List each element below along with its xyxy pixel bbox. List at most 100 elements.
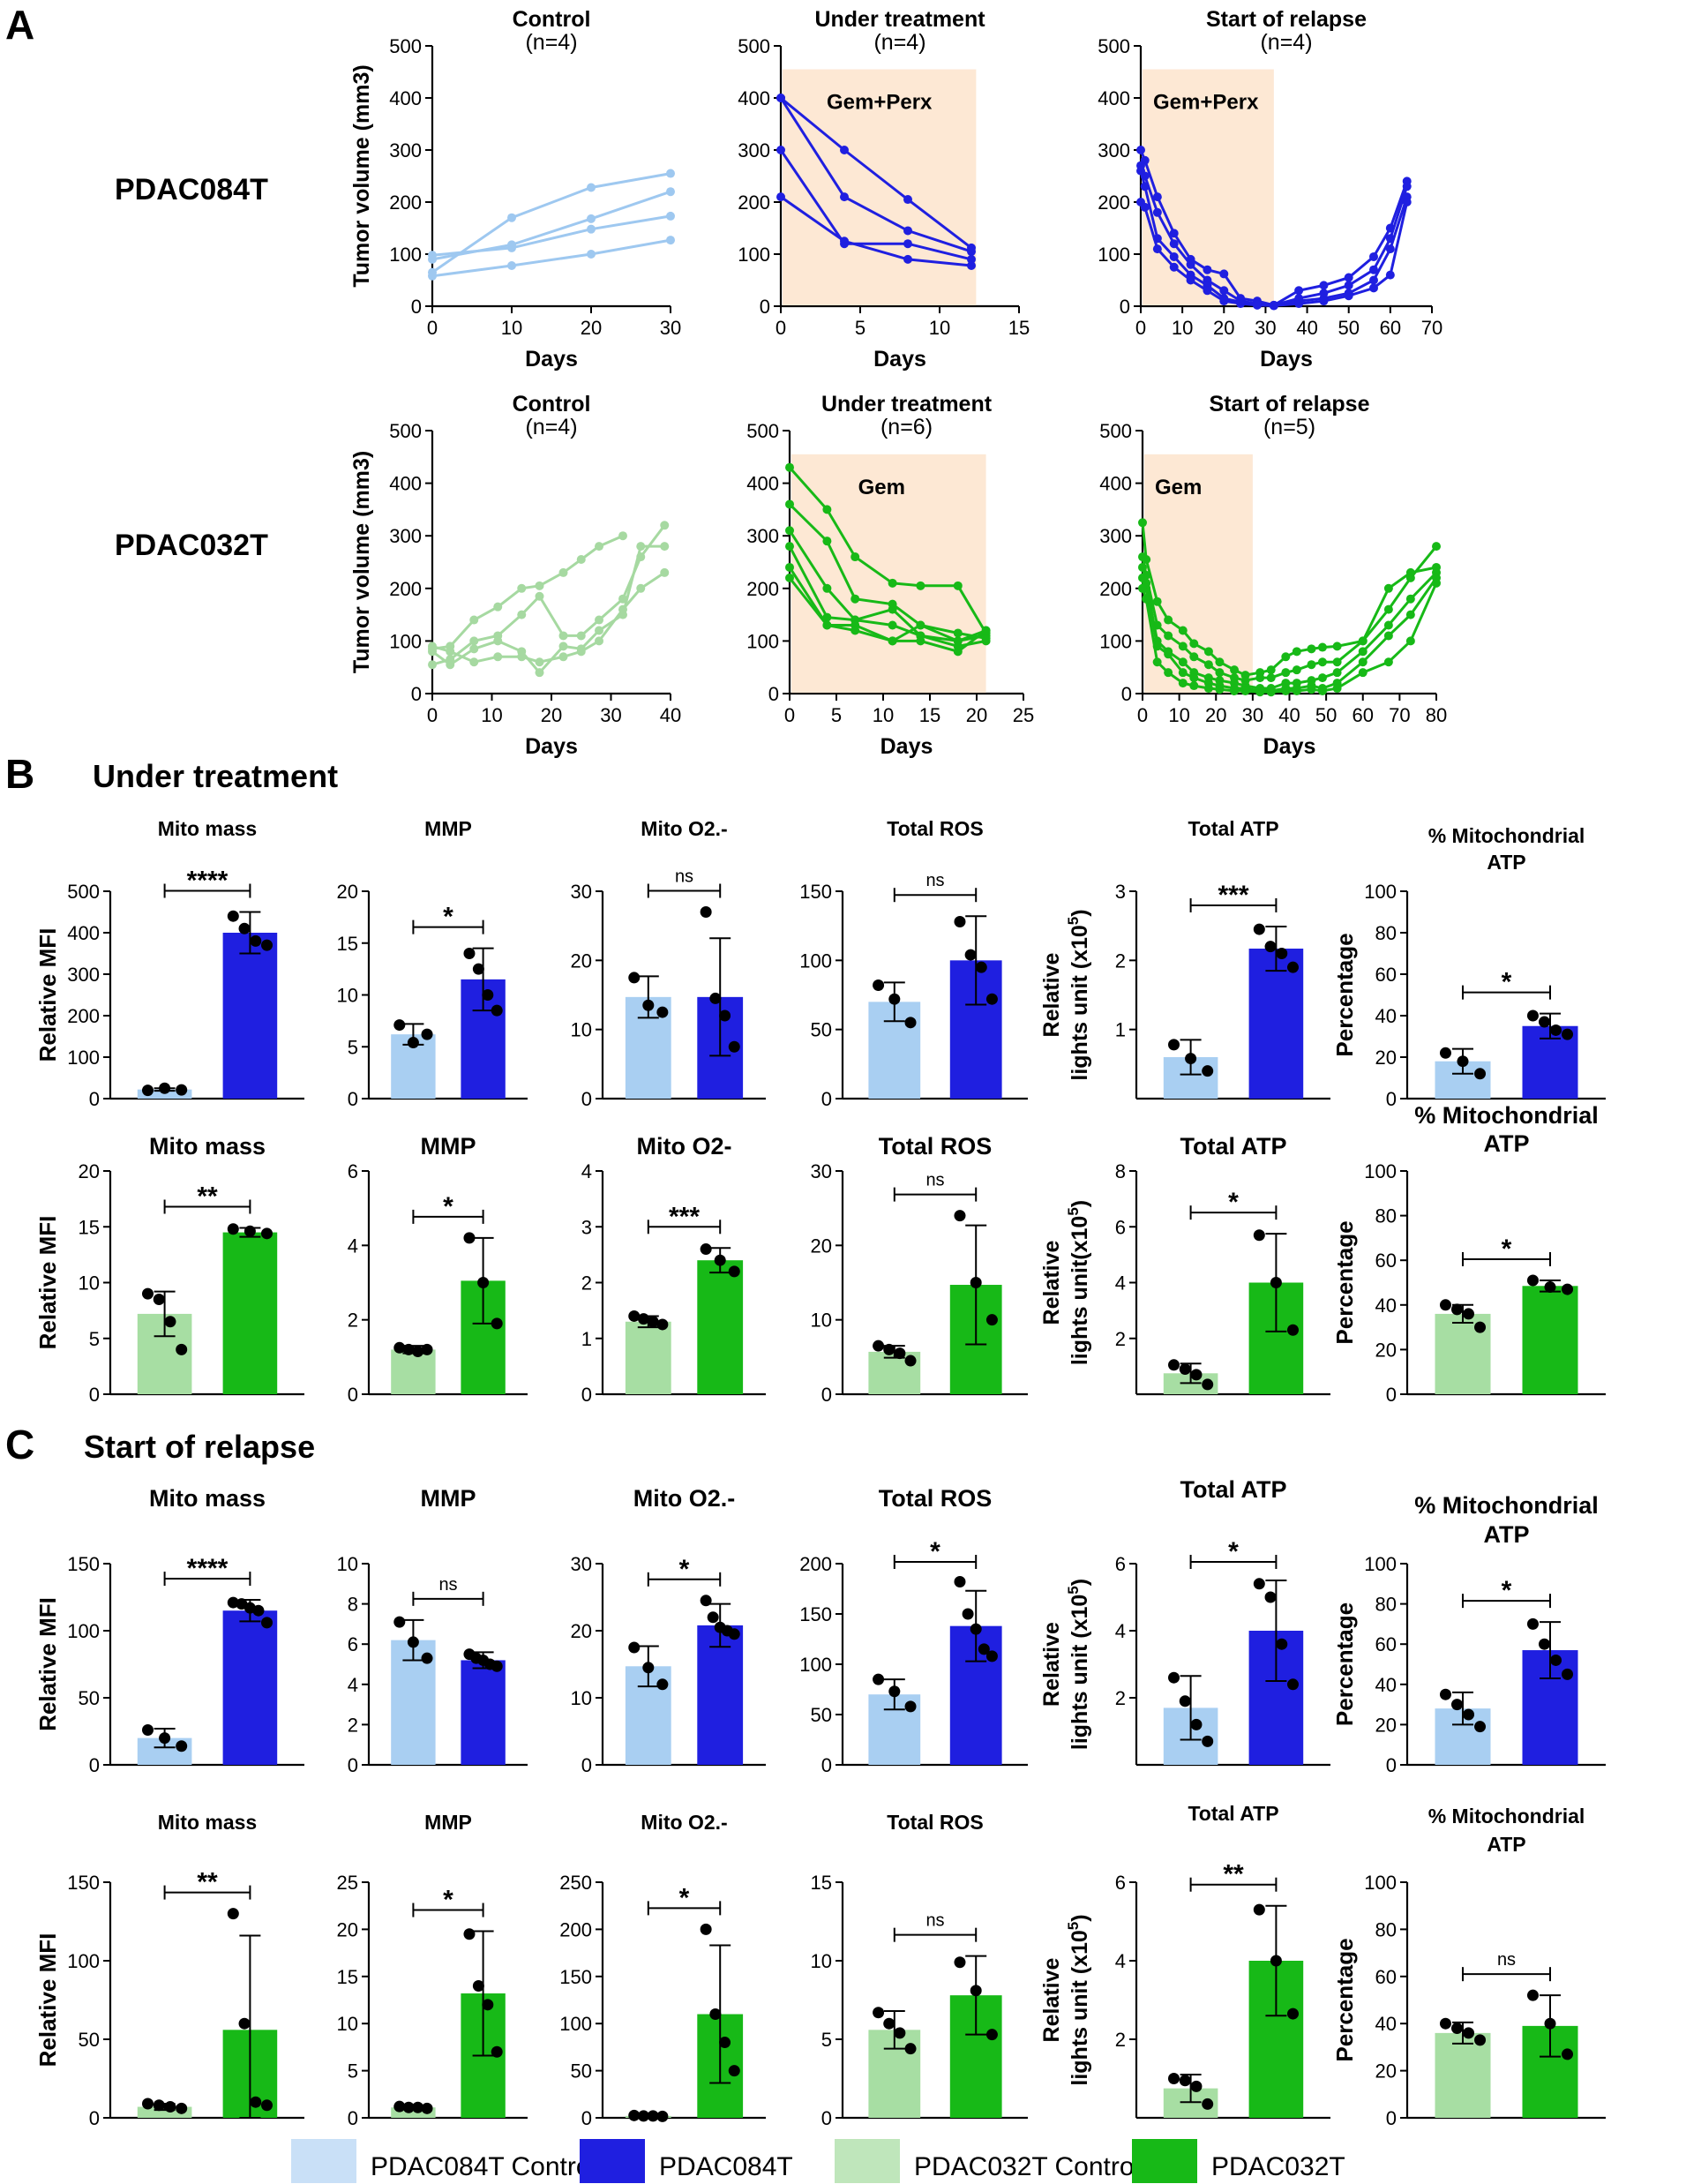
data-point — [153, 2099, 165, 2112]
y-tick-label: 4 — [1115, 1950, 1126, 1972]
legend-swatch — [1132, 2139, 1197, 2183]
series-line-2 — [779, 97, 972, 253]
data-point — [482, 1999, 494, 2011]
data-point — [1264, 1591, 1277, 1603]
series-point — [1307, 685, 1316, 694]
x-tick-label: 30 — [1255, 317, 1276, 339]
y-tick-label: 5 — [89, 1328, 100, 1350]
data-point — [421, 1652, 433, 1664]
data-point — [1253, 923, 1265, 935]
chart-title: MMP — [421, 1485, 476, 1512]
y-tick-label: 500 — [738, 35, 770, 57]
chart-1: 0 100 200 300 400 500 0 10 20 30 Control(n=4) Days T… — [349, 7, 681, 372]
y-tick-label: 80 — [1375, 1594, 1397, 1616]
chart-title: Mito O2.- — [641, 1811, 727, 1834]
y-tick-label: 4 — [1115, 1272, 1126, 1295]
series-point — [1164, 615, 1173, 625]
y-tick-label: 0 — [581, 1088, 592, 1110]
x-tick-label: 0 — [427, 704, 438, 726]
data-point — [1526, 1009, 1539, 1022]
data-point — [421, 1028, 433, 1040]
series-point — [517, 583, 527, 593]
y-tick-label: 300 — [389, 139, 422, 161]
y-tick-label: 0 — [348, 1088, 358, 1110]
chart-23: 2 4 6 * Total ATP Relative lights unit (x105) — [1039, 1476, 1330, 1767]
data-point — [1286, 961, 1299, 973]
y-tick-label: 500 — [1098, 35, 1130, 57]
series-point — [1152, 192, 1162, 202]
data-point — [873, 979, 885, 992]
series-point — [576, 631, 586, 641]
y-tick-label: 100 — [799, 1654, 832, 1676]
row-label-pdac032t: PDAC032T — [115, 529, 268, 562]
series-point — [981, 634, 991, 643]
y-tick-label: 4 — [581, 1160, 592, 1182]
series-point — [1215, 657, 1225, 667]
series-point — [1164, 631, 1173, 641]
y-tick-label: 15 — [811, 1872, 832, 1894]
data-point — [1562, 2048, 1574, 2060]
data-point — [1439, 1299, 1451, 1311]
significance-label: ns — [438, 1575, 457, 1595]
series-point — [517, 610, 527, 619]
y-tick-label: 80 — [1375, 922, 1397, 944]
y-tick-label: 0 — [760, 296, 770, 318]
x-tick-label: 40 — [1296, 317, 1317, 339]
y-tick-label: 0 — [1120, 296, 1130, 318]
data-point — [1474, 1321, 1487, 1333]
y-tick-label: 1 — [1115, 1019, 1126, 1041]
series-point — [660, 567, 670, 577]
y-tick-label: 150 — [559, 1966, 592, 1988]
legend-label: PDAC084T — [659, 2152, 793, 2181]
data-point — [491, 1317, 503, 1330]
y-tick-label: 100 — [746, 630, 779, 652]
series-point — [888, 620, 897, 630]
data-point — [719, 2037, 731, 2049]
x-axis-label: Days — [525, 734, 578, 759]
series-point — [595, 615, 603, 625]
chart-subtitle: (n=5) — [1263, 415, 1315, 439]
data-point — [954, 915, 966, 927]
y-tick-label: 50 — [811, 1704, 832, 1726]
series-point — [888, 578, 897, 588]
significance-label: * — [679, 1883, 690, 1912]
y-axis-label: Tumor volume (mm3) — [349, 64, 374, 287]
chart-title: MMP — [421, 1133, 476, 1160]
data-point — [1463, 2027, 1475, 2039]
y-tick-label: 6 — [1115, 1216, 1126, 1238]
series-point — [507, 243, 516, 252]
chart-3: 0 100 200 300 400 500 Gem+Perx 0 10 20 30 40 50 60 70 S… — [1098, 7, 1442, 372]
series-point — [535, 581, 544, 590]
data-point — [421, 1343, 433, 1355]
series-point — [1169, 251, 1179, 261]
data-point — [1190, 2080, 1203, 2092]
significance-label: * — [443, 1886, 453, 1915]
series-point — [428, 251, 437, 260]
series-point — [776, 94, 785, 102]
series-point — [1383, 620, 1393, 630]
series-point — [1317, 657, 1327, 667]
data-point — [260, 1617, 273, 1629]
y-tick-label: 60 — [1375, 964, 1397, 986]
legend-swatch — [580, 2139, 645, 2183]
y-tick-label: 60 — [1375, 1633, 1397, 1655]
significance-label: ns — [925, 1911, 944, 1931]
y-axis-label: Relative lights unit (x105) — [1039, 1579, 1092, 1750]
y-tick-label: 15 — [337, 1966, 358, 1988]
y-tick-label: 100 — [738, 244, 770, 266]
y-tick-label: 2 — [581, 1272, 592, 1295]
series-point — [1189, 681, 1199, 691]
series-point — [587, 183, 596, 192]
y-tick-label: 40 — [1375, 1005, 1397, 1027]
chart-8: 0 5 10 15 20 * MMP — [337, 817, 528, 1110]
data-point — [728, 1628, 740, 1640]
series-point — [558, 631, 568, 641]
significance-label: * — [1502, 968, 1512, 997]
data-point — [1526, 1274, 1539, 1287]
data-point — [1550, 1024, 1562, 1036]
data-point — [1562, 1028, 1574, 1040]
series-point — [1189, 639, 1199, 649]
bar-2 — [222, 1610, 278, 1765]
series-point — [1164, 649, 1173, 659]
